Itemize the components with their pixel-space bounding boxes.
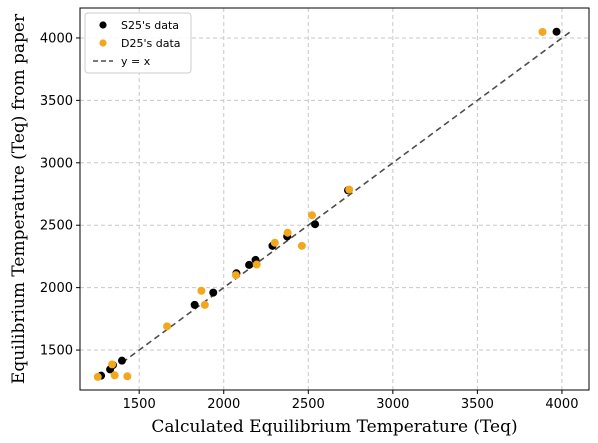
y-axis-label: Equilibrium Temperature (Teq) from paper [9,13,29,384]
data-points [93,27,561,381]
y-tick-label: 4000 [40,31,73,46]
legend-box [84,12,192,74]
grid-lines [80,8,589,390]
d25-s-data-point [197,286,206,295]
d25-s-data-point [252,260,261,269]
d25-s-data-point [538,27,547,36]
x-tick-label: 3500 [461,397,494,412]
x-tick-label: 4000 [545,397,578,412]
legend-entry: D25's data [121,37,181,50]
s25-s-data-point [209,288,218,297]
d25-s-data-point [283,228,292,237]
d25-s-data-point [308,211,317,220]
d25-s-data-point [200,300,209,309]
legend-marker [99,39,107,47]
s25-s-data-point [117,356,126,365]
legend-entry: S25's data [121,19,179,32]
plot-frame [79,7,590,391]
s25-s-data-point [311,220,320,229]
legend-entry: y = x [121,55,151,68]
s25-s-data-point [245,260,254,269]
y-tick-label: 2500 [40,219,73,234]
axis-ticks: 1500 2000 2500 3000 3500 4000 1500 2000 2500 3000… [40,31,579,412]
x-axis-label: Calculated Equilibrium Temperature (Teq) [151,417,517,437]
d25-s-data-point [110,371,119,380]
d25-s-data-point [163,322,172,331]
d25-s-data-point [108,360,117,369]
s25-s-data-point [552,27,561,36]
x-tick-label: 3000 [376,397,409,412]
y-tick-label: 2000 [40,281,73,296]
x-tick-label: 2500 [292,397,325,412]
legend-marker [99,21,107,29]
d25-s-data-point [345,185,354,194]
y-tick-label: 3000 [40,156,73,171]
s25-s-data-point [190,300,199,309]
y-tick-label: 1500 [40,344,73,359]
d25-s-data-point [123,372,132,381]
d25-s-data-point [270,238,279,247]
x-tick-label: 1500 [123,397,156,412]
y-tick-label: 3500 [40,94,73,109]
d25-s-data-point [231,271,240,280]
y-equals-x-line [121,31,571,364]
x-tick-label: 2000 [207,397,240,412]
legend: S25's data D25's data y = x [84,12,192,74]
d25-s-data-point [297,241,306,250]
d25-s-data-point [93,372,102,381]
